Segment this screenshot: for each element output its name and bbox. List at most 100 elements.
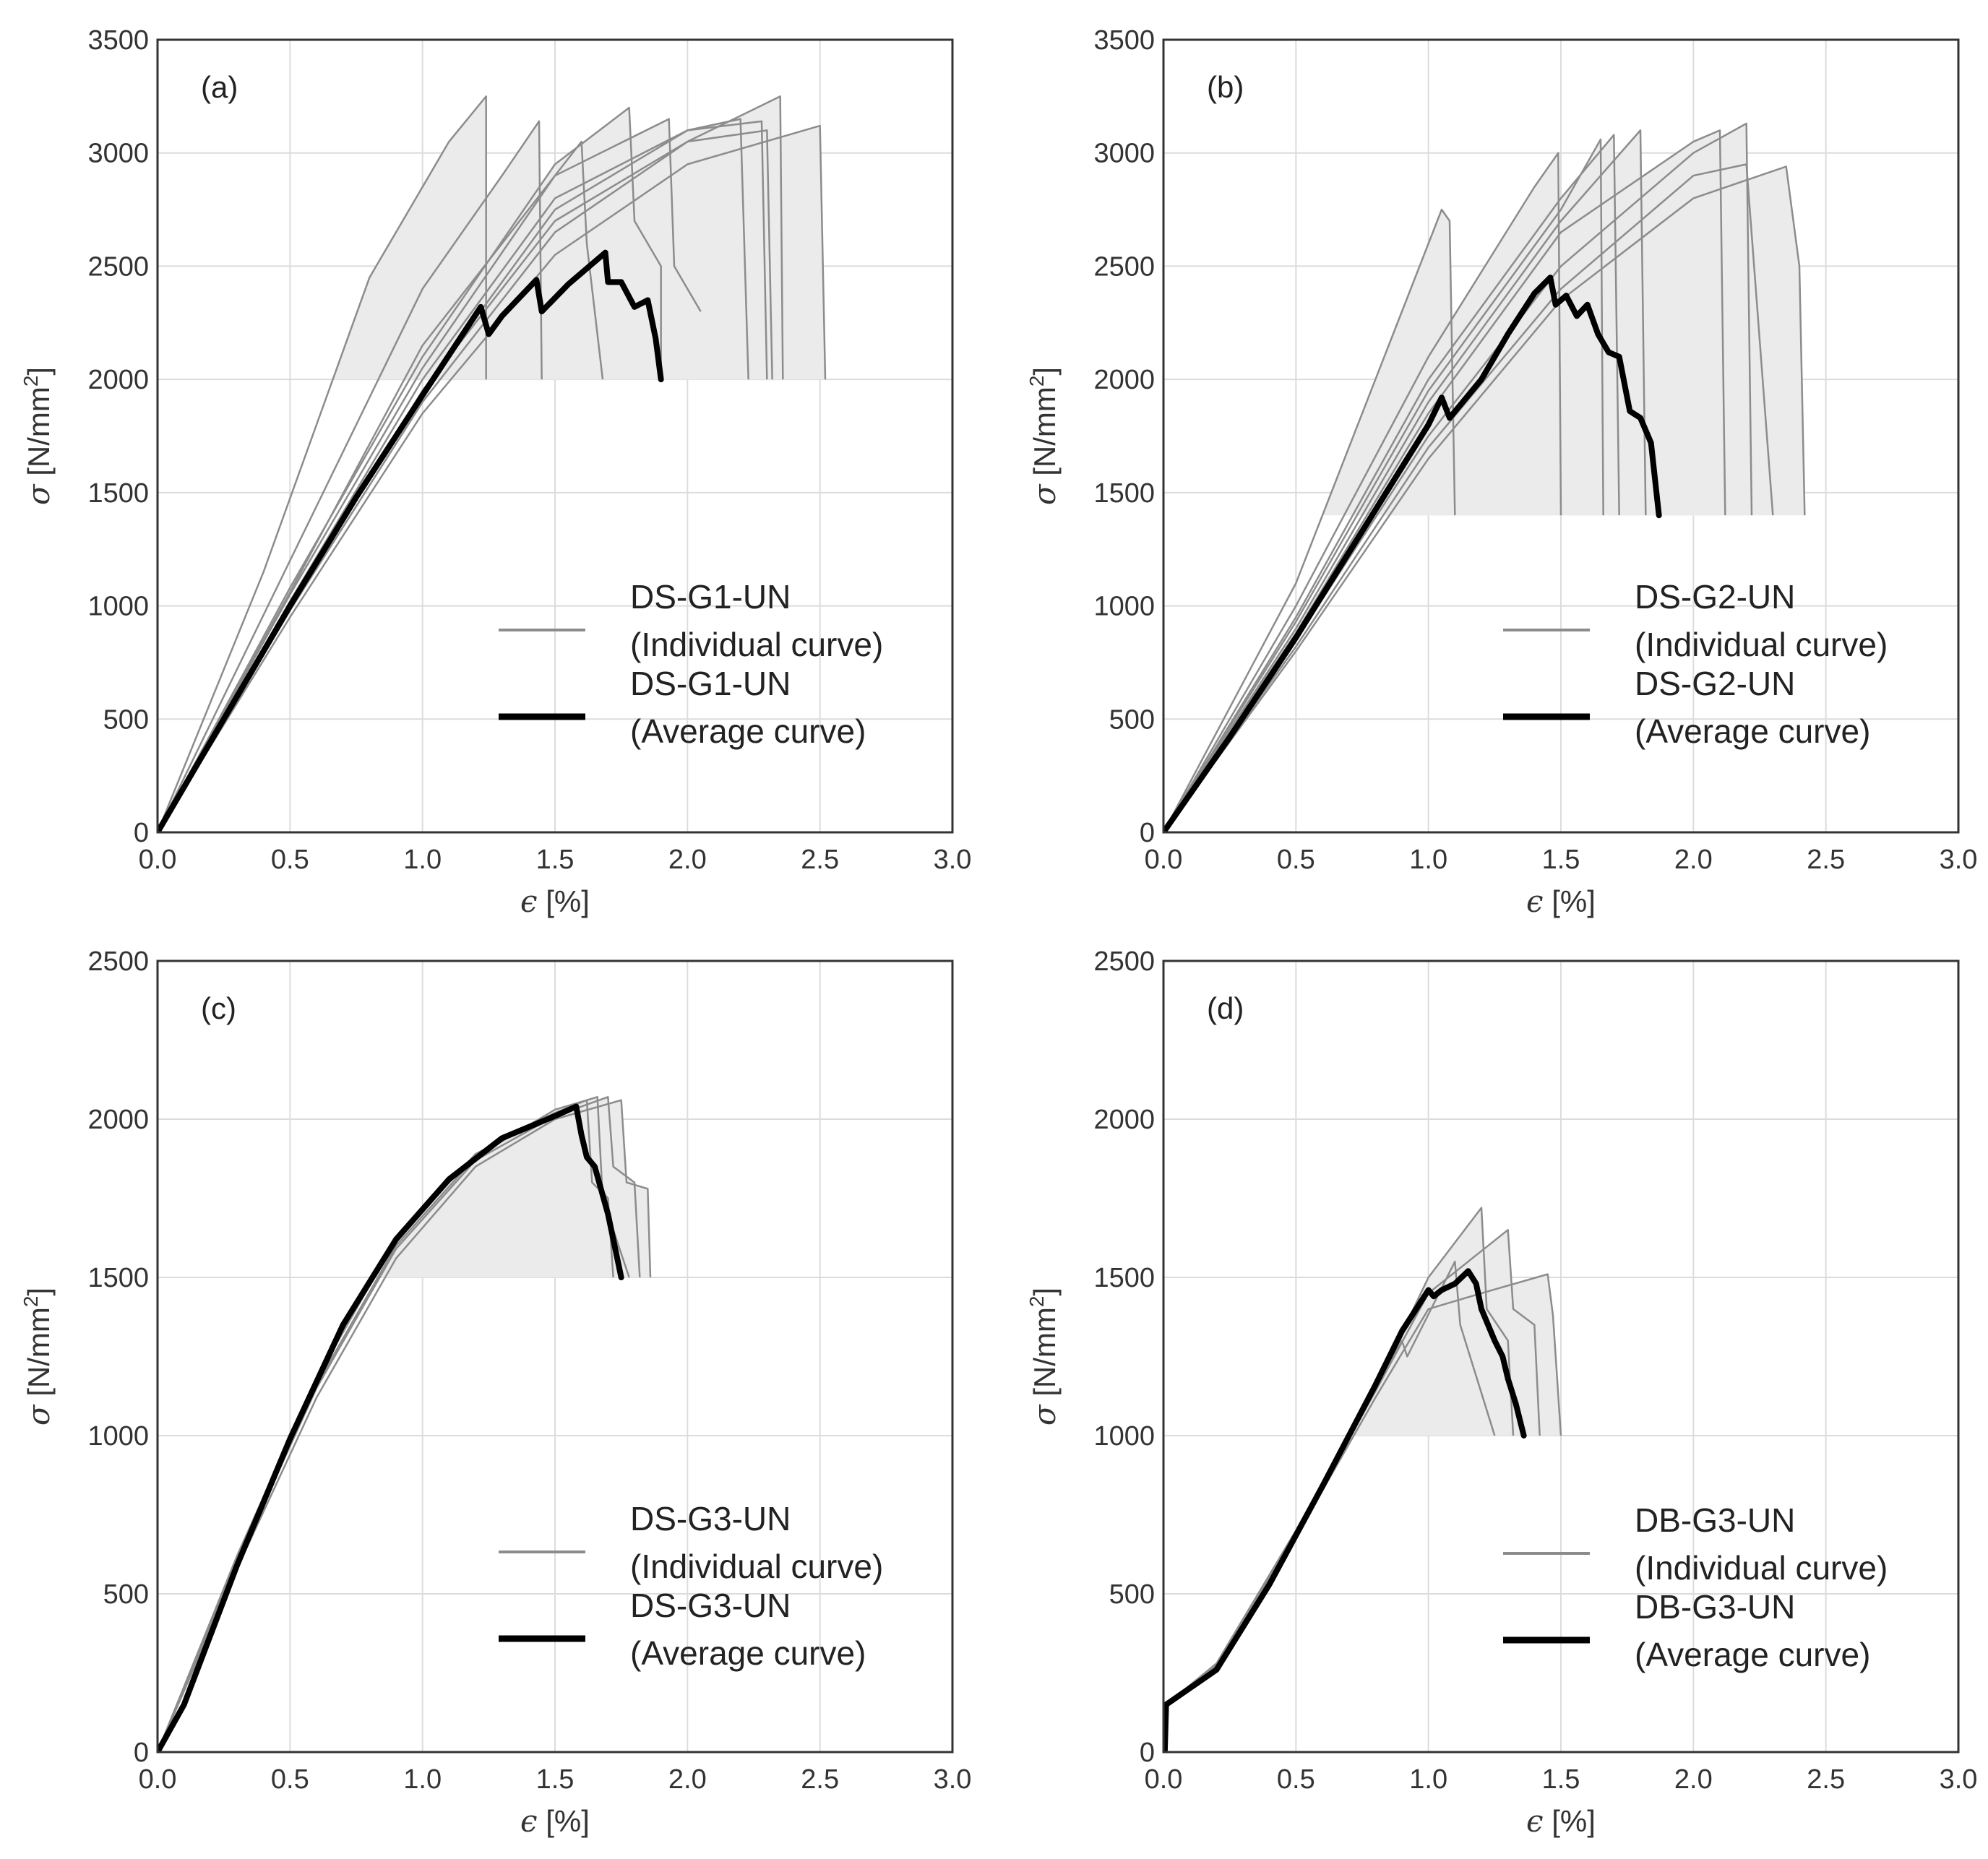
legend-individual-name: DS-G1-UN bbox=[630, 578, 791, 616]
x-tick-label: 3.0 bbox=[1940, 1764, 1978, 1795]
y-tick-label: 2000 bbox=[87, 365, 149, 395]
y-tick-label: 1500 bbox=[87, 478, 149, 509]
y-tick-label: 1500 bbox=[87, 1263, 149, 1293]
y-tick-label: 2000 bbox=[1093, 1105, 1155, 1135]
y-tick-label: 3000 bbox=[1093, 139, 1155, 169]
plot-frame bbox=[156, 38, 954, 834]
x-tick-label: 3.0 bbox=[934, 1764, 972, 1795]
average-curve bbox=[1163, 275, 1662, 832]
x-tick-label: 2.0 bbox=[1674, 1764, 1713, 1795]
y-tick-label: 2500 bbox=[87, 946, 149, 977]
legend-average-name: DB-G3-UN bbox=[1635, 1588, 1795, 1626]
legend-average-desc: (Average curve) bbox=[1635, 712, 1870, 750]
plot-frame bbox=[1162, 959, 1960, 1754]
x-tick-label: 2.5 bbox=[801, 1764, 839, 1795]
x-tick-label: 0.0 bbox=[139, 845, 177, 875]
y-axis-label: σ [N/mm2] bbox=[20, 1288, 56, 1425]
y-tick-label: 3000 bbox=[87, 139, 149, 169]
x-axis-label: ϵ [%] bbox=[1526, 884, 1596, 919]
y-tick-label: 1500 bbox=[1093, 478, 1155, 509]
x-tick-label: 1.5 bbox=[536, 1764, 575, 1795]
legend: DS-G1-UN(Individual curve)DS-G1-UN(Avera… bbox=[499, 578, 883, 750]
legend-individual-name: DS-G2-UN bbox=[1635, 578, 1795, 616]
y-tick-label: 500 bbox=[1109, 704, 1155, 735]
y-axis-label: σ [N/mm2] bbox=[20, 367, 56, 505]
individual-curve-3 bbox=[158, 1099, 652, 1752]
y-tick-label: 1500 bbox=[1093, 1263, 1155, 1293]
x-tick-label: 2.5 bbox=[1807, 1764, 1845, 1795]
legend-individual-name: DS-G3-UN bbox=[630, 1500, 791, 1537]
x-tick-label: 0.5 bbox=[1277, 1764, 1315, 1795]
x-tick-label: 0.5 bbox=[271, 1764, 309, 1795]
envelope-area bbox=[1383, 164, 1773, 516]
y-tick-label: 1000 bbox=[87, 1421, 149, 1452]
individual-curve-8 bbox=[1163, 138, 1604, 832]
plot-frame bbox=[1162, 38, 1960, 834]
y-tick-label: 0 bbox=[134, 1738, 149, 1768]
legend-average-desc: (Average curve) bbox=[630, 712, 866, 750]
y-tick-label: 3500 bbox=[87, 25, 149, 56]
x-axis-label: ϵ [%] bbox=[520, 1803, 590, 1839]
x-tick-label: 1.5 bbox=[536, 845, 575, 875]
y-tick-label: 500 bbox=[1109, 1579, 1155, 1610]
legend-average-name: DS-G3-UN bbox=[630, 1587, 791, 1624]
x-tick-label: 1.5 bbox=[1542, 845, 1580, 875]
individual-curve-2 bbox=[158, 120, 543, 832]
y-tick-label: 0 bbox=[1140, 818, 1155, 848]
individual-curve-9 bbox=[1163, 163, 1774, 832]
legend-individual-desc: (Individual curve) bbox=[1635, 626, 1888, 663]
y-tick-label: 1000 bbox=[87, 592, 149, 622]
x-tick-label: 2.0 bbox=[668, 1764, 707, 1795]
panel-d: 0.0 0.5 1.0 1.5 2.0 2.5 3.0 0 500 1000 1500 2000 250… bbox=[1025, 946, 1977, 1839]
legend: DS-G2-UN(Individual curve)DS-G2-UN(Avera… bbox=[1503, 578, 1888, 750]
x-axis-label: ϵ [%] bbox=[1526, 1803, 1596, 1839]
plot-frame bbox=[156, 959, 954, 1754]
y-tick-label: 2500 bbox=[1093, 946, 1155, 977]
y-tick-label: 2500 bbox=[1093, 251, 1155, 282]
x-tick-label: 1.0 bbox=[1409, 1764, 1447, 1795]
legend-individual-desc: (Individual curve) bbox=[630, 1548, 883, 1585]
legend: DS-G3-UN(Individual curve)DS-G3-UN(Avera… bbox=[499, 1500, 883, 1672]
x-axis-label: ϵ [%] bbox=[520, 884, 590, 919]
x-tick-label: 1.0 bbox=[1409, 845, 1447, 875]
individual-curve-4 bbox=[1163, 129, 1647, 832]
y-tick-label: 500 bbox=[103, 704, 149, 735]
panel-label: (d) bbox=[1207, 991, 1244, 1025]
average-curve bbox=[1163, 1268, 1527, 1752]
x-tick-label: 0.5 bbox=[271, 845, 309, 875]
x-tick-label: 0.0 bbox=[139, 1764, 177, 1795]
panel-label: (b) bbox=[1207, 70, 1244, 104]
x-tick-label: 2.5 bbox=[1807, 845, 1845, 875]
x-tick-label: 1.0 bbox=[403, 1764, 442, 1795]
x-tick-label: 0.0 bbox=[1145, 845, 1183, 875]
average-curve bbox=[158, 249, 664, 832]
individual-curve-7 bbox=[158, 124, 827, 832]
legend: DB-G3-UN(Individual curve)DB-G3-UN(Avera… bbox=[1503, 1501, 1888, 1673]
individual-curve-1 bbox=[158, 95, 487, 832]
envelope-area bbox=[378, 1097, 629, 1277]
y-tick-label: 2500 bbox=[87, 251, 149, 282]
legend-average-name: DS-G2-UN bbox=[1635, 665, 1795, 702]
legend-individual-desc: (Individual curve) bbox=[1635, 1549, 1888, 1587]
y-tick-label: 1000 bbox=[1093, 592, 1155, 622]
panel-label: (a) bbox=[201, 70, 238, 104]
individual-curve-1 bbox=[1163, 208, 1456, 832]
legend-average-name: DS-G1-UN bbox=[630, 665, 791, 702]
x-tick-label: 0.5 bbox=[1277, 845, 1315, 875]
y-tick-label: 0 bbox=[1140, 1738, 1155, 1768]
x-tick-label: 0.0 bbox=[1145, 1764, 1183, 1795]
panel-b: 0.0 0.5 1.0 1.5 2.0 2.5 3.0 0 500 1000 1500 2000 250… bbox=[1025, 25, 1977, 919]
x-tick-label: 2.0 bbox=[668, 845, 707, 875]
y-axis-label: σ [N/mm2] bbox=[1025, 1288, 1062, 1425]
legend-individual-desc: (Individual curve) bbox=[630, 626, 883, 663]
legend-individual-name: DB-G3-UN bbox=[1635, 1501, 1795, 1539]
x-tick-label: 2.5 bbox=[801, 845, 839, 875]
y-tick-label: 2000 bbox=[87, 1105, 149, 1135]
panel-label: (c) bbox=[201, 991, 236, 1025]
panel-c: 0.0 0.5 1.0 1.5 2.0 2.5 3.0 0 500 1000 1500 2000 250… bbox=[20, 946, 971, 1839]
y-tick-label: 3500 bbox=[1093, 25, 1155, 56]
x-tick-label: 3.0 bbox=[1940, 845, 1978, 875]
legend-average-desc: (Average curve) bbox=[630, 1634, 866, 1672]
y-tick-label: 1000 bbox=[1093, 1421, 1155, 1452]
